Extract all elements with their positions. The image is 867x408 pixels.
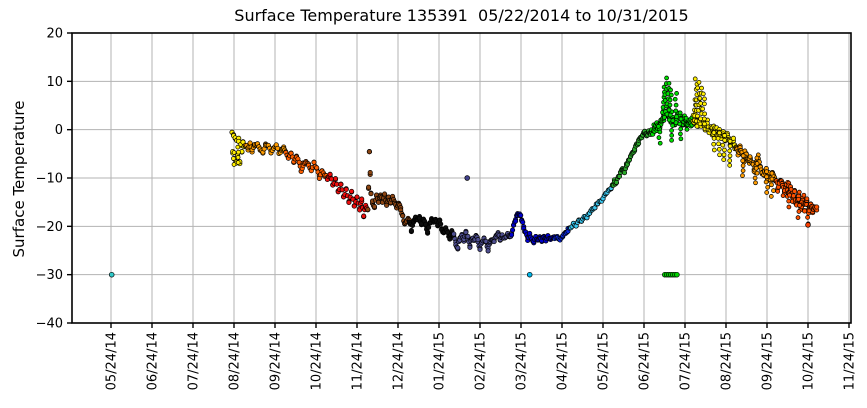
x-tick-label: 09/24/14 [269,332,284,390]
y-tick-label: 20 [46,27,63,42]
x-tick-label: 08/24/15 [720,332,735,390]
x-tick-label: 03/24/15 [515,332,530,390]
y-tick-label: 0 [55,123,63,138]
x-tick-label: 04/24/15 [556,332,571,390]
x-tick-label: 06/24/15 [638,332,653,390]
x-tick-label: 09/24/15 [761,332,776,390]
y-tick-label: −10 [36,172,63,187]
y-tick-label: −30 [36,268,63,283]
x-tick-label: 11/24/15 [843,332,858,390]
x-tick-label: 06/24/14 [146,332,161,390]
y-tick-label: −20 [36,220,63,235]
x-tick-label: 11/24/14 [351,332,366,390]
x-tick-label: 05/24/14 [105,332,120,390]
x-tick-label: 07/24/15 [679,332,694,390]
x-tick-label: 08/24/14 [228,332,243,390]
x-tick-label: 05/24/15 [597,332,612,390]
y-axis-label: Surface Temperature [10,100,28,258]
x-tick-label: 10/24/15 [802,332,817,390]
x-tick-label: 12/24/14 [392,332,407,390]
y-tick-label: −40 [36,317,63,332]
x-tick-label: 10/24/14 [310,332,325,390]
x-tick-label: 07/24/14 [187,332,202,390]
y-tick-label: 10 [46,75,63,90]
chart-title: Surface Temperature 135391 05/22/2014 to… [234,6,689,25]
x-tick-label: 01/24/15 [433,332,448,390]
x-tick-label: 02/24/15 [474,332,489,390]
